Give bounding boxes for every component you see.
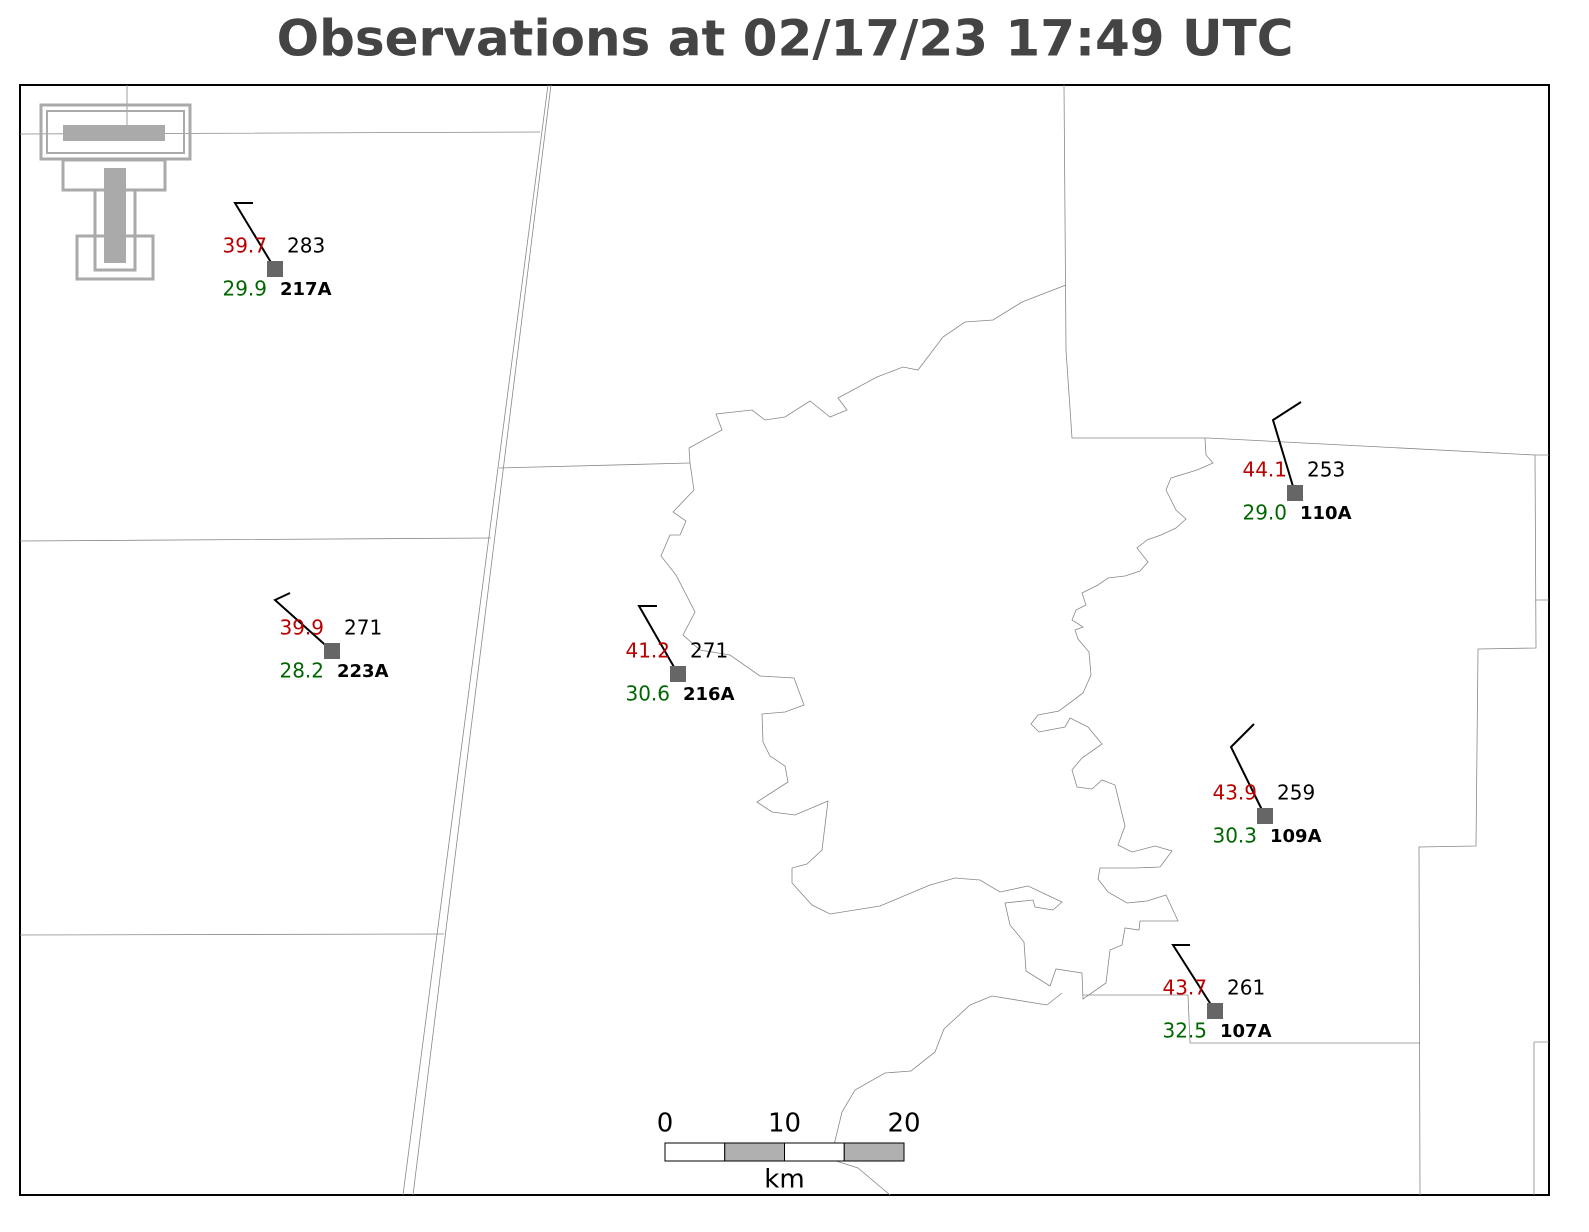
station-marker bbox=[324, 643, 340, 659]
temperature: 43.7 bbox=[1162, 976, 1207, 1000]
wind-barb bbox=[273, 592, 333, 652]
station-value: 253 bbox=[1307, 458, 1345, 482]
temperature: 41.2 bbox=[625, 639, 670, 663]
dewpoint: 29.0 bbox=[1242, 501, 1287, 525]
station: 41.2 271 30.6 216A bbox=[625, 605, 735, 706]
dewpoint: 29.9 bbox=[222, 277, 267, 301]
wind-barb bbox=[1271, 401, 1302, 494]
scale-segment bbox=[843, 1142, 905, 1162]
logo bbox=[39, 103, 192, 281]
station-id: 109A bbox=[1270, 826, 1322, 847]
station: 43.7 261 32.5 107A bbox=[1162, 944, 1272, 1043]
station-id: 107A bbox=[1220, 1021, 1272, 1042]
scale-segment bbox=[784, 1142, 845, 1162]
station-value: 271 bbox=[344, 616, 382, 640]
temperature: 43.9 bbox=[1212, 781, 1257, 805]
scale-label: 20 bbox=[887, 1109, 920, 1139]
station-value: 261 bbox=[1227, 976, 1265, 1000]
station-value: 259 bbox=[1277, 781, 1315, 805]
scale-label: 0 bbox=[657, 1109, 674, 1139]
title: Observations at 02/17/23 17:49 UTC bbox=[277, 10, 1294, 68]
station: 44.1 253 29.0 110A bbox=[1242, 401, 1352, 525]
scale-segment bbox=[664, 1142, 726, 1162]
wind-barb bbox=[637, 605, 679, 675]
wind-barb bbox=[1229, 723, 1266, 817]
scale-segment bbox=[724, 1142, 785, 1162]
station-marker bbox=[1207, 1003, 1223, 1019]
station-id: 216A bbox=[683, 684, 735, 705]
dewpoint: 30.6 bbox=[625, 682, 670, 706]
station-value: 283 bbox=[287, 234, 325, 258]
scale-unit: km bbox=[764, 1165, 804, 1195]
frame bbox=[19, 84, 1550, 1196]
scale-bar: 0 10 20 km bbox=[657, 1109, 921, 1195]
wind-barb bbox=[233, 202, 276, 270]
station: 43.9 259 30.3 109A bbox=[1212, 723, 1322, 848]
dewpoint: 30.3 bbox=[1212, 824, 1257, 848]
dewpoint: 32.5 bbox=[1162, 1019, 1207, 1043]
temperature: 39.9 bbox=[279, 616, 324, 640]
station-id: 223A bbox=[337, 661, 389, 682]
station-marker bbox=[1287, 485, 1303, 501]
wind-barb bbox=[1171, 944, 1216, 1012]
station: 39.9 271 28.2 223A bbox=[273, 592, 389, 683]
station-marker bbox=[267, 261, 283, 277]
station-id: 217A bbox=[280, 279, 332, 300]
station: 39.7 283 29.9 217A bbox=[222, 202, 332, 301]
stations: 39.7 283 29.9 217A 39.9 271 28.2 223A 41.2 271 30.… bbox=[222, 202, 1352, 1043]
scale-label: 10 bbox=[768, 1109, 801, 1139]
temperature: 44.1 bbox=[1242, 458, 1287, 482]
station-marker bbox=[670, 666, 686, 682]
station-id: 110A bbox=[1300, 503, 1352, 524]
dewpoint: 28.2 bbox=[279, 659, 324, 683]
station-value: 271 bbox=[690, 639, 728, 663]
station-marker bbox=[1257, 808, 1273, 824]
temperature: 39.7 bbox=[222, 234, 267, 258]
